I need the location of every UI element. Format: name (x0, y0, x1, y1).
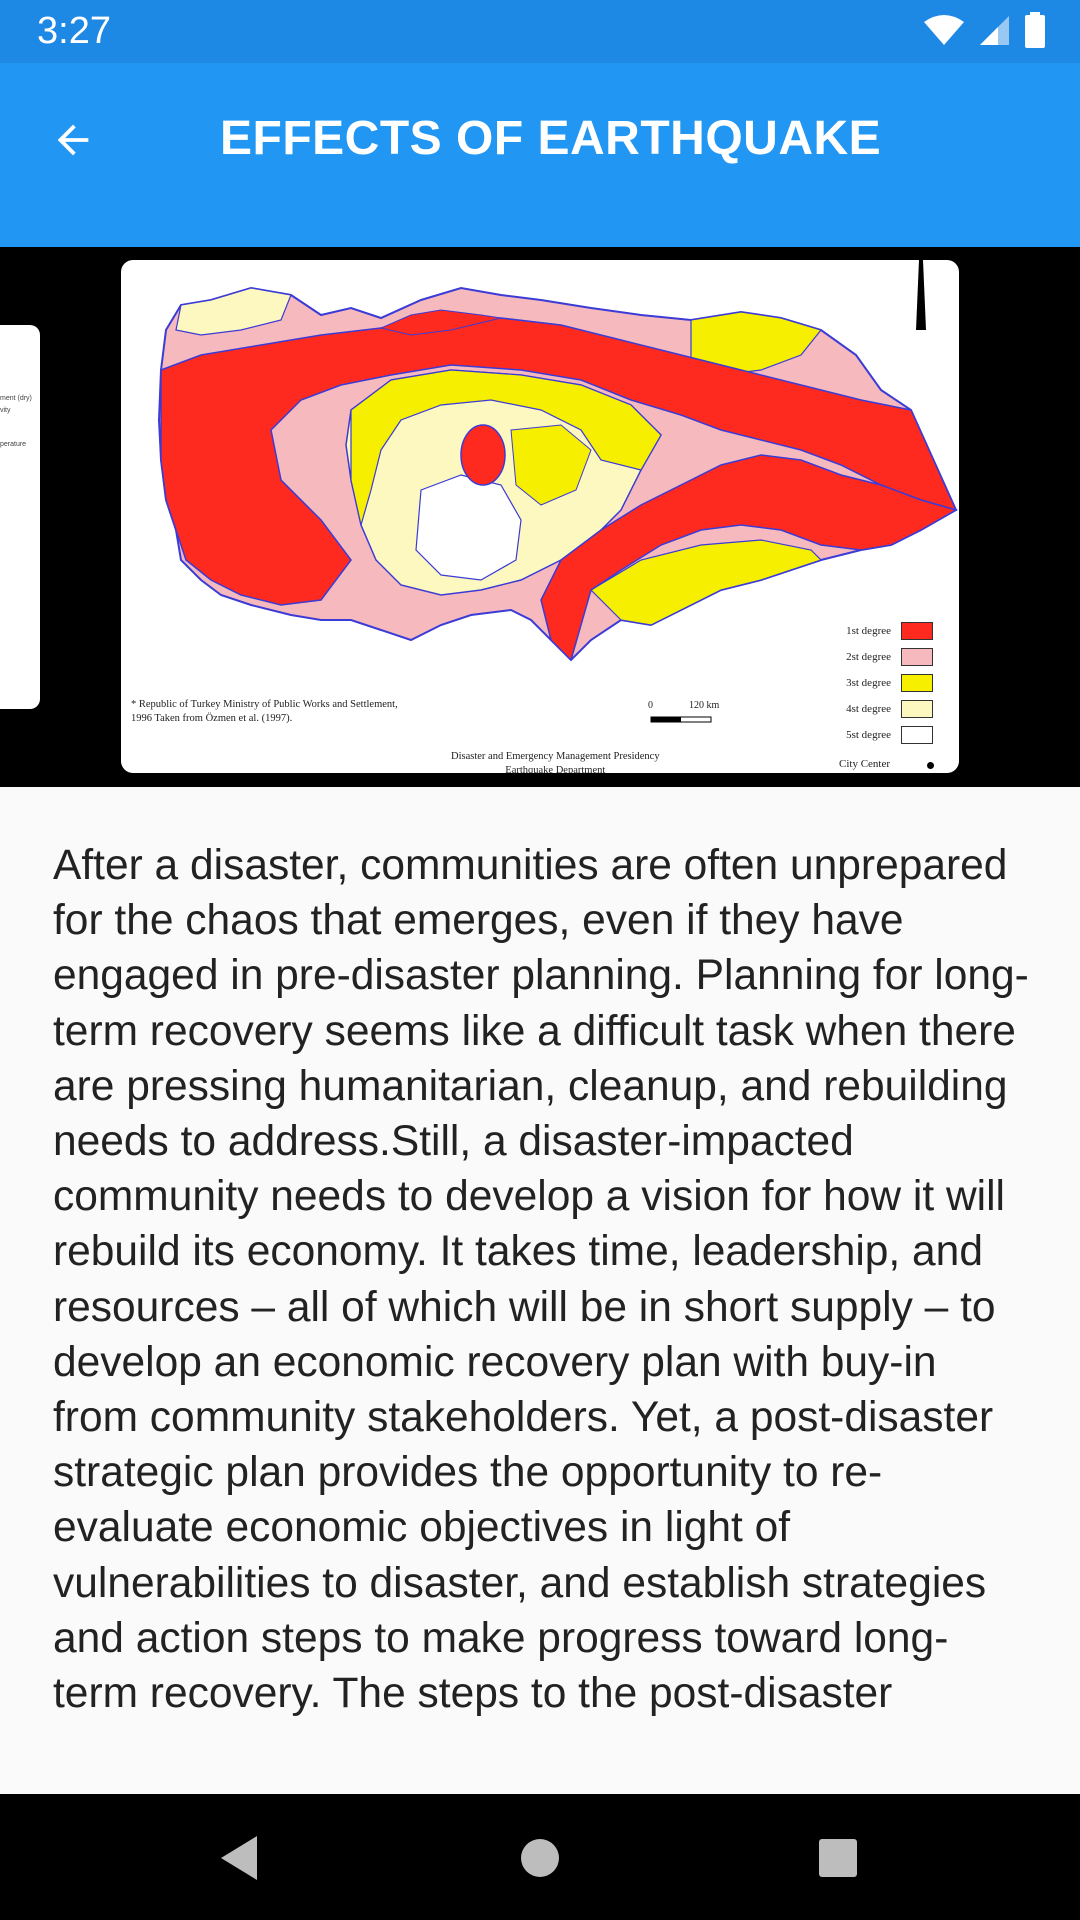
nav-back-button[interactable] (211, 1830, 267, 1886)
legend-label: 3st degree (846, 677, 891, 689)
scale-distance-label: 120 km (689, 700, 720, 711)
map-caption-line: 1996 Taken from Özmen et al. (1997). (131, 713, 293, 724)
wifi-icon (924, 15, 964, 45)
legend-swatch (901, 726, 933, 744)
map-footer: Disaster and Emergency Management Presid… (451, 750, 660, 773)
back-button[interactable] (40, 107, 106, 173)
previous-card-text: ment (dry) (0, 395, 32, 402)
legend-item: 3st degree (846, 670, 933, 696)
map-caption: * Republic of Turkey Ministry of Public … (131, 698, 431, 726)
legend-swatch (901, 648, 933, 666)
previous-image-card[interactable]: ment (dry) vity perature (0, 325, 40, 709)
legend-swatch (901, 674, 933, 692)
status-icons (924, 12, 1046, 48)
map-footer-line: Disaster and Emergency Management Presid… (451, 751, 660, 762)
article-text: After a disaster, communities are often … (53, 842, 1029, 1718)
legend-label: 2st degree (846, 651, 891, 663)
nav-home-button[interactable] (512, 1830, 568, 1886)
arrow-back-icon (57, 124, 89, 156)
nav-recents-icon (819, 1839, 857, 1877)
nav-back-icon (221, 1836, 257, 1880)
legend-label: 4st degree (846, 703, 891, 715)
article-content[interactable]: After a disaster, communities are often … (53, 838, 1033, 1793)
previous-card-text: vity (0, 407, 11, 414)
city-center-label: City Center (839, 758, 891, 770)
legend-item: 5st degree (846, 722, 933, 748)
nav-recents-button[interactable] (810, 1830, 866, 1886)
legend-label: 1st degree (846, 625, 891, 637)
battery-icon (1025, 12, 1045, 48)
image-carousel[interactable]: ment (dry) vity perature (0, 247, 1080, 787)
legend-item: 4st degree (846, 696, 933, 722)
map-caption-line: * Republic of Turkey Ministry of Public … (131, 699, 398, 710)
legend-item: 2st degree (846, 644, 933, 670)
legend-swatch (901, 700, 933, 718)
previous-card-text: perature (0, 441, 27, 448)
status-time: 3:27 (37, 10, 111, 52)
seismic-hazard-map[interactable]: 0 120 km * Republic of Turkey Ministry o… (121, 260, 959, 773)
map-footer-line: Earthquake Department (505, 765, 606, 773)
map-legend: 1st degree 2st degree 3st degree 4st degree… (846, 618, 933, 748)
legend-item: 1st degree (846, 618, 933, 644)
app-bar: EFFECTS OF EARTHQUAKE (0, 63, 1080, 247)
cellular-signal-icon (980, 16, 1009, 45)
system-navigation-bar (0, 1794, 1080, 1920)
nav-home-icon (521, 1839, 559, 1877)
legend-swatch (901, 622, 933, 640)
scale-zero-label: 0 (648, 700, 653, 711)
page-title: EFFECTS OF EARTHQUAKE (220, 112, 882, 165)
status-bar: 3:27 (0, 0, 1080, 63)
turkey-earthquake-zone-map (157, 260, 958, 723)
legend-label: 5st degree (846, 729, 891, 741)
city-center-dot (927, 762, 934, 769)
